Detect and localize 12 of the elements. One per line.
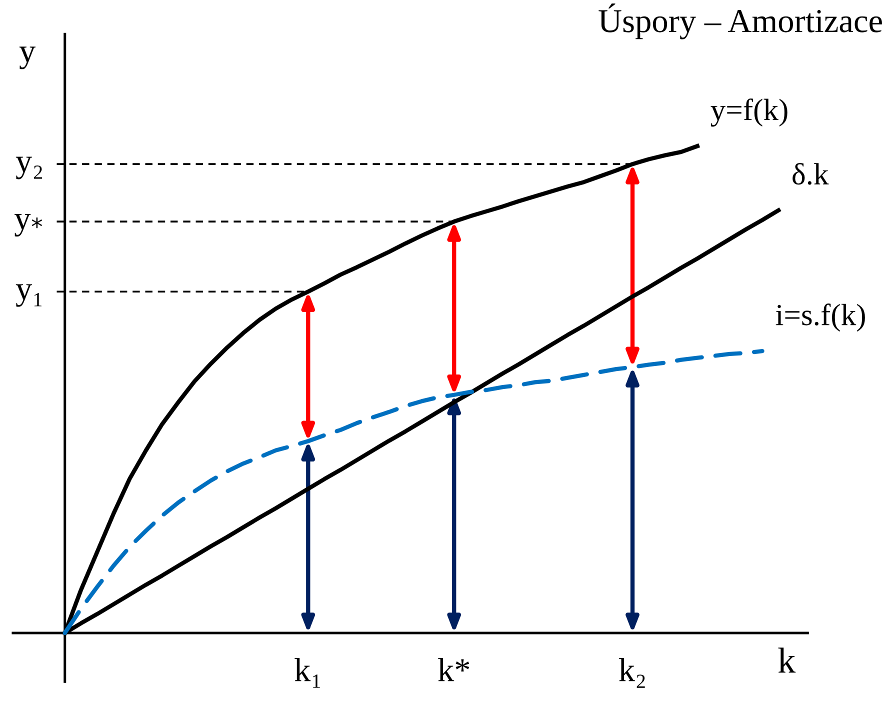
annotation: y$_{*}$ (14, 214, 42, 236)
series-label: y=f(k) (710, 98, 788, 127)
chart-title: Úspory – Amortizace (598, 4, 882, 40)
x-axis-title: k (778, 648, 796, 673)
y-axis-title: y (19, 46, 36, 70)
x-tick-label: k₂ (619, 658, 645, 688)
annotation: y₂ (16, 156, 42, 180)
x-tick-label: k* (438, 658, 470, 682)
x-tick-label: k₁ (294, 658, 320, 688)
annotation: y₁ (16, 284, 42, 307)
series-label: i=s.f(k) (776, 304, 865, 332)
series-label: δ.k (792, 163, 829, 185)
